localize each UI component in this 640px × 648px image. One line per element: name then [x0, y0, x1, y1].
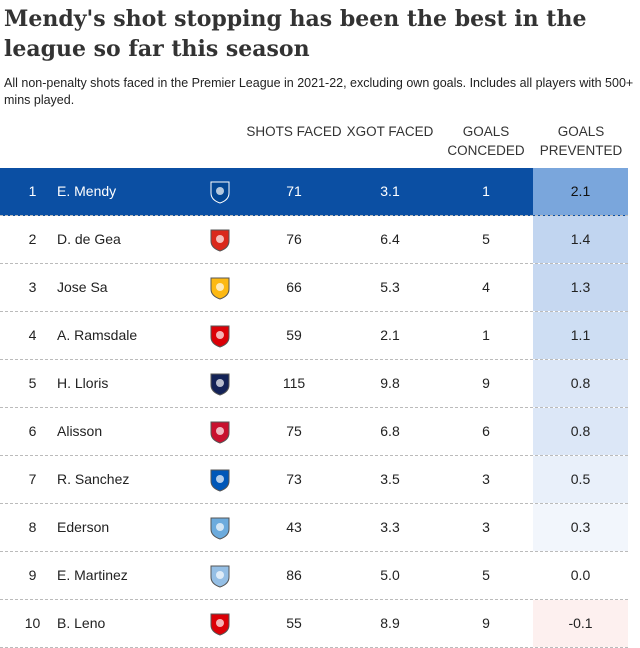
stat: 75	[286, 423, 302, 439]
stat: 3	[482, 471, 490, 487]
stat: 9	[482, 375, 490, 391]
club-crest	[210, 565, 230, 588]
table-row: 2 D. de Gea 76 6.4 5 1.4	[0, 216, 628, 264]
stat: 66	[286, 279, 302, 295]
rank: 4	[28, 327, 37, 343]
column-header: XGOT FACED	[346, 124, 434, 139]
stat: 1	[482, 327, 490, 343]
player-name: Ederson	[57, 519, 110, 535]
club-crest	[210, 373, 230, 396]
table-row: 1 E. Mendy 71 3.1 1 2.1	[0, 168, 628, 216]
rank: 9	[28, 567, 37, 583]
stat: 55	[286, 615, 302, 631]
club-crest	[210, 517, 230, 540]
stat: 8.9	[380, 615, 400, 631]
stat: 59	[286, 327, 302, 343]
stat: 3	[482, 519, 490, 535]
player-name: H. Lloris	[57, 375, 109, 391]
column-header: GOALS PREVENTED	[539, 124, 623, 158]
player-name: D. de Gea	[57, 231, 121, 247]
stat: 115	[282, 375, 306, 391]
stat: 5.3	[380, 279, 400, 295]
table-row: 7 R. Sanchez 73 3.5 3 0.5	[0, 456, 628, 504]
stat: 86	[286, 567, 302, 583]
player-name: E. Mendy	[57, 183, 117, 199]
stat: 3.3	[380, 519, 400, 535]
rank: 3	[28, 279, 37, 295]
goals-prevented: 1.3	[533, 264, 628, 311]
player-name: R. Sanchez	[57, 471, 130, 487]
table-row: 6 Alisson 75 6.8 6 0.8	[0, 408, 628, 456]
club-crest	[210, 613, 230, 636]
goals-prevented: 1.1	[533, 312, 628, 359]
rank: 7	[28, 471, 37, 487]
club-crest	[210, 277, 230, 300]
column-header: SHOTS FACED	[246, 124, 342, 139]
goals-prevented: 0.8	[533, 360, 628, 407]
stat: 9	[482, 615, 490, 631]
rank: 6	[28, 423, 37, 439]
player-name: Jose Sa	[57, 279, 108, 295]
table-row: 4 A. Ramsdale 59 2.1 1 1.1	[0, 312, 628, 360]
player-name: Alisson	[57, 423, 103, 439]
stat: 71	[286, 183, 302, 199]
club-crest	[210, 421, 230, 444]
club-crest	[210, 229, 230, 252]
stat: 3.5	[380, 471, 400, 487]
stat: 1	[482, 183, 490, 199]
stat: 6	[482, 423, 490, 439]
goals-prevented: 0.0	[570, 567, 591, 583]
player-name: B. Leno	[57, 615, 106, 631]
rank: 2	[28, 231, 37, 247]
rank: 10	[24, 615, 41, 631]
table-row: 9 E. Martinez 86 5.0 5 0.0	[0, 552, 628, 600]
club-crest	[210, 325, 230, 348]
title: Mendy's shot stopping has been the best …	[4, 6, 587, 62]
player-name: E. Martinez	[57, 567, 128, 583]
subtitle: All non-penalty shots faced in the Premi…	[4, 76, 634, 107]
club-crest	[210, 181, 230, 204]
rank: 8	[28, 519, 37, 535]
stat: 6.4	[380, 231, 400, 247]
player-name: A. Ramsdale	[57, 327, 138, 343]
club-crest	[210, 469, 230, 492]
stat: 6.8	[380, 423, 400, 439]
rank: 5	[28, 375, 37, 391]
goals-prevented: 2.1	[533, 168, 628, 215]
stat: 43	[286, 519, 302, 535]
stat: 4	[482, 279, 490, 295]
stat: 5.0	[380, 567, 400, 583]
table-row: 10 B. Leno 55 8.9 9 -0.1	[0, 600, 628, 648]
table-row: 5 H. Lloris 115 9.8 9 0.8	[0, 360, 628, 408]
stat: 3.1	[380, 183, 400, 199]
stat: 76	[286, 231, 302, 247]
goals-prevented: 0.5	[533, 456, 628, 503]
rank: 1	[28, 183, 37, 199]
goals-prevented: 0.3	[533, 504, 628, 551]
column-header: GOALS CONCEDED	[447, 124, 525, 158]
goals-prevented: 0.8	[533, 408, 628, 455]
stat: 5	[482, 231, 490, 247]
goals-prevented: 1.4	[533, 216, 628, 263]
table-row: 3 Jose Sa 66 5.3 4 1.3	[0, 264, 628, 312]
goals-prevented: -0.1	[533, 600, 628, 647]
stat: 73	[286, 471, 302, 487]
stat: 9.8	[380, 375, 400, 391]
stat: 2.1	[380, 327, 400, 343]
stat: 5	[482, 567, 490, 583]
table-row: 8 Ederson 43 3.3 3 0.3	[0, 504, 628, 552]
